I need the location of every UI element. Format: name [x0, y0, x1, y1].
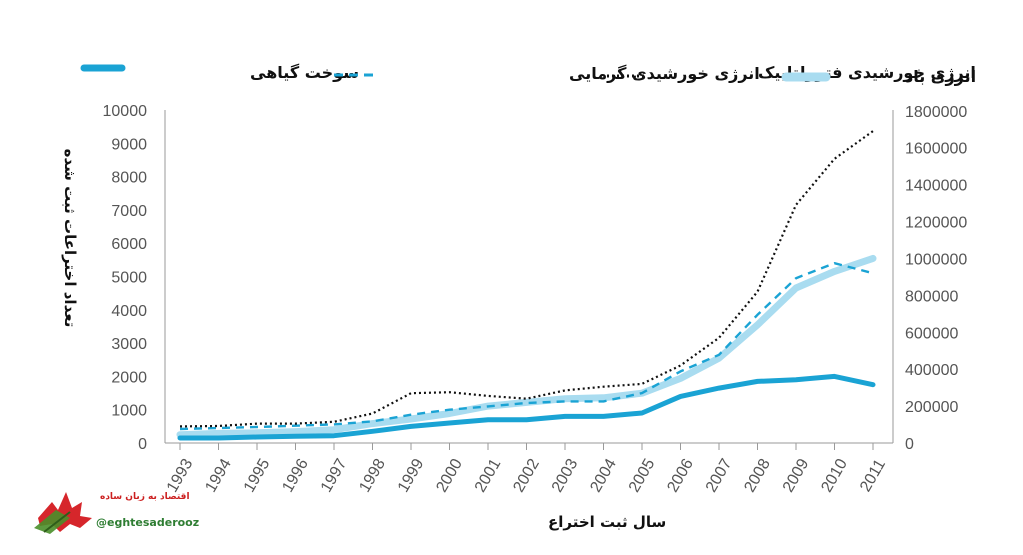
- right-tick-label: 400000: [905, 362, 958, 379]
- right-tick-label: 1200000: [905, 215, 967, 232]
- series-line-1: [179, 262, 874, 431]
- right-tick-label: 200000: [905, 399, 958, 416]
- right-tick-label: 1600000: [905, 141, 967, 158]
- legend-item-solar-thermal: انرژی خورشیدی گرمایی: [334, 64, 760, 83]
- brand-watermark: اقتصاد به زبان ساده @eghtesaderooz: [30, 488, 200, 538]
- x-axis-title: سال ثبت اختراع: [548, 513, 666, 531]
- legend-label-biofuel: سوخت گیاهی: [250, 63, 359, 82]
- legend-item-biofuel: سوخت گیاهی: [80, 63, 359, 82]
- x-tick-label: 2007: [703, 456, 736, 495]
- x-tick-label: 1999: [395, 456, 428, 495]
- brand-title: اقتصاد به زبان ساده: [100, 492, 190, 502]
- x-tick-label: 1995: [241, 456, 274, 495]
- left-axis-ticks: 0 1000 2000 3000 4000 5000 6000 7000 8000 9000 100…: [103, 103, 148, 453]
- right-axis-ticks: 0 200000 400000 600000 800000 1000000 1200000 1…: [905, 104, 967, 453]
- series-line-0: [177, 373, 876, 441]
- left-tick-label: 1000: [111, 403, 147, 420]
- right-tick-label: 1000000: [905, 251, 967, 268]
- left-tick-label: 5000: [111, 270, 147, 287]
- series-line-3: [176, 254, 877, 439]
- legend-label-wind: انرژی باد: [905, 67, 976, 86]
- legend: سوخت گیاهی انرژی خورشیدی گرمایی انرژی خو…: [80, 63, 976, 86]
- left-tick-label: 4000: [111, 303, 147, 320]
- x-tick-label: 2005: [626, 456, 659, 495]
- brand-handle: @eghtesaderooz: [96, 516, 200, 529]
- left-tick-label: 7000: [111, 203, 147, 220]
- x-tick-label: 2000: [433, 456, 466, 495]
- series-line-2: [179, 130, 874, 428]
- x-tick-label: 2001: [472, 456, 505, 495]
- x-tick-label: 2008: [741, 456, 774, 495]
- left-tick-label: 2000: [111, 369, 147, 386]
- x-tick-label: 1997: [318, 456, 351, 495]
- x-tick-label: 1996: [279, 456, 312, 495]
- left-tick-label: 0: [138, 436, 147, 453]
- right-tick-label: 1400000: [905, 178, 967, 195]
- x-tick-label: 2004: [587, 456, 620, 495]
- x-tick-label: 1994: [202, 456, 235, 495]
- series-layer: [176, 130, 877, 441]
- axes: [164, 110, 894, 444]
- left-tick-label: 9000: [111, 136, 147, 153]
- x-tick-label: 2002: [510, 456, 543, 495]
- legend-item-wind: انرژی باد: [781, 67, 976, 86]
- right-tick-label: 1800000: [905, 104, 967, 121]
- left-tick-label: 8000: [111, 170, 147, 187]
- left-tick-label: 3000: [111, 336, 147, 353]
- x-tick-label: 2009: [780, 456, 813, 495]
- x-tick-label: 2011: [857, 457, 889, 495]
- x-tick-label: 2003: [549, 456, 582, 495]
- x-tick-label: 1998: [356, 456, 389, 495]
- x-tick-label: 2010: [818, 456, 851, 495]
- legend-label-solar-thermal: انرژی خورشیدی گرمایی: [569, 64, 760, 83]
- maple-leaf-icon: [34, 492, 92, 534]
- left-tick-label: 10000: [103, 103, 148, 120]
- right-tick-label: 800000: [905, 288, 958, 305]
- right-tick-label: 600000: [905, 325, 958, 342]
- y-axis-title: تعداد اختراعات ثبت شده: [61, 149, 79, 328]
- x-axis-ticks: 1993 1994 1995 1996 1997 1998 1999 2000 2001 2002…: [164, 443, 889, 495]
- x-tick-label: 2006: [664, 456, 697, 495]
- right-tick-label: 0: [905, 436, 914, 453]
- left-tick-label: 6000: [111, 236, 147, 253]
